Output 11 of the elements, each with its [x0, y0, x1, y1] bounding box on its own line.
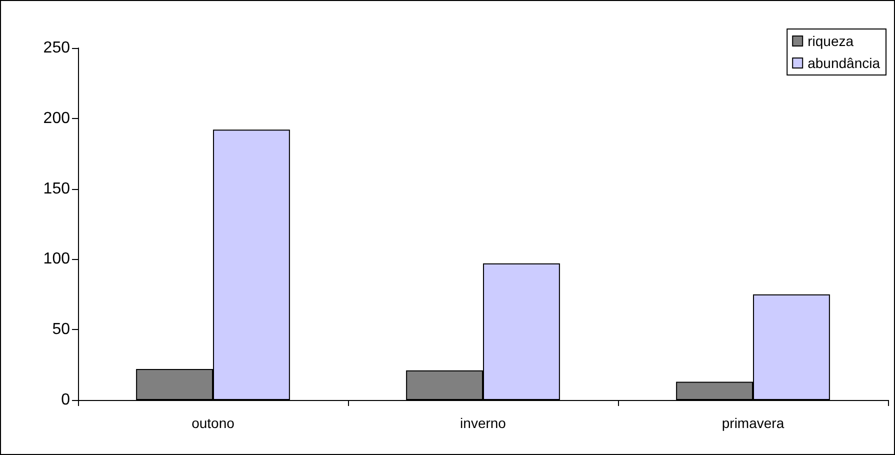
x-tick-label: outono	[192, 415, 235, 431]
y-tick-label: 200	[43, 110, 70, 127]
y-tick-label: 0	[61, 392, 70, 408]
legend-label: abundância	[808, 55, 880, 71]
y-tick-label: 100	[43, 250, 70, 268]
y-tick-label: 250	[43, 40, 70, 56]
y-tick-label: 150	[43, 180, 70, 198]
x-tick-label: inverno	[460, 415, 506, 431]
legend-label: riqueza	[808, 33, 854, 49]
y-tick-label: 50	[52, 321, 70, 338]
x-tick-label: primavera	[722, 415, 784, 431]
